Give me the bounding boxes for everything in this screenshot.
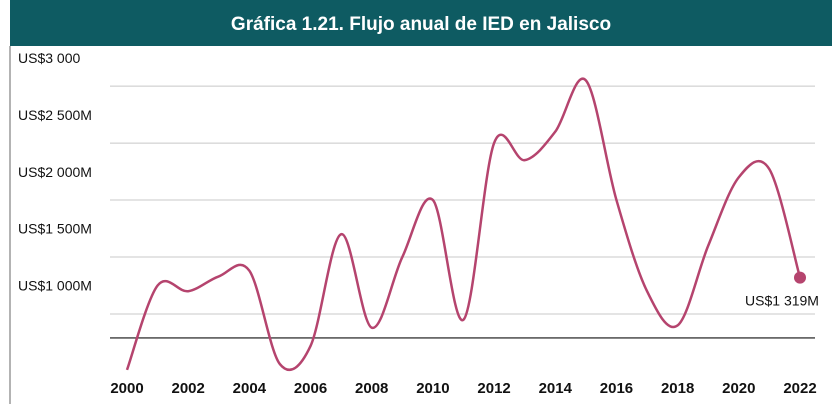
x-tick-label: 2022 bbox=[783, 380, 816, 397]
x-tick-label: 2004 bbox=[233, 380, 267, 397]
y-tick-label: US$2 000M bbox=[18, 164, 92, 180]
end-label: US$1 319M bbox=[745, 292, 819, 308]
x-tick-label: 2018 bbox=[661, 380, 694, 397]
x-tick-label: 2014 bbox=[539, 380, 573, 397]
data-line bbox=[125, 77, 802, 371]
y-tick-label: US$2 500M bbox=[18, 107, 92, 123]
y-tick-label: US$3 000 bbox=[18, 50, 80, 66]
chart-title: Gráfica 1.21. Flujo anual de IED en Jali… bbox=[231, 14, 611, 35]
end-point bbox=[794, 271, 806, 284]
header-bar bbox=[10, 0, 832, 46]
x-tick-label: 2012 bbox=[477, 380, 510, 397]
x-tick-label: 2016 bbox=[600, 380, 633, 397]
x-tick-label: 2000 bbox=[110, 380, 143, 397]
x-tick-label: 2020 bbox=[722, 380, 755, 397]
x-tick-label: 2010 bbox=[416, 380, 449, 397]
y-tick-label: US$1 000M bbox=[18, 278, 92, 294]
x-tick-label: 2008 bbox=[355, 380, 388, 397]
x-tick-label: 2002 bbox=[171, 380, 204, 397]
x-tick-label: 2006 bbox=[294, 380, 327, 397]
y-tick-label: US$1 500M bbox=[18, 221, 92, 237]
